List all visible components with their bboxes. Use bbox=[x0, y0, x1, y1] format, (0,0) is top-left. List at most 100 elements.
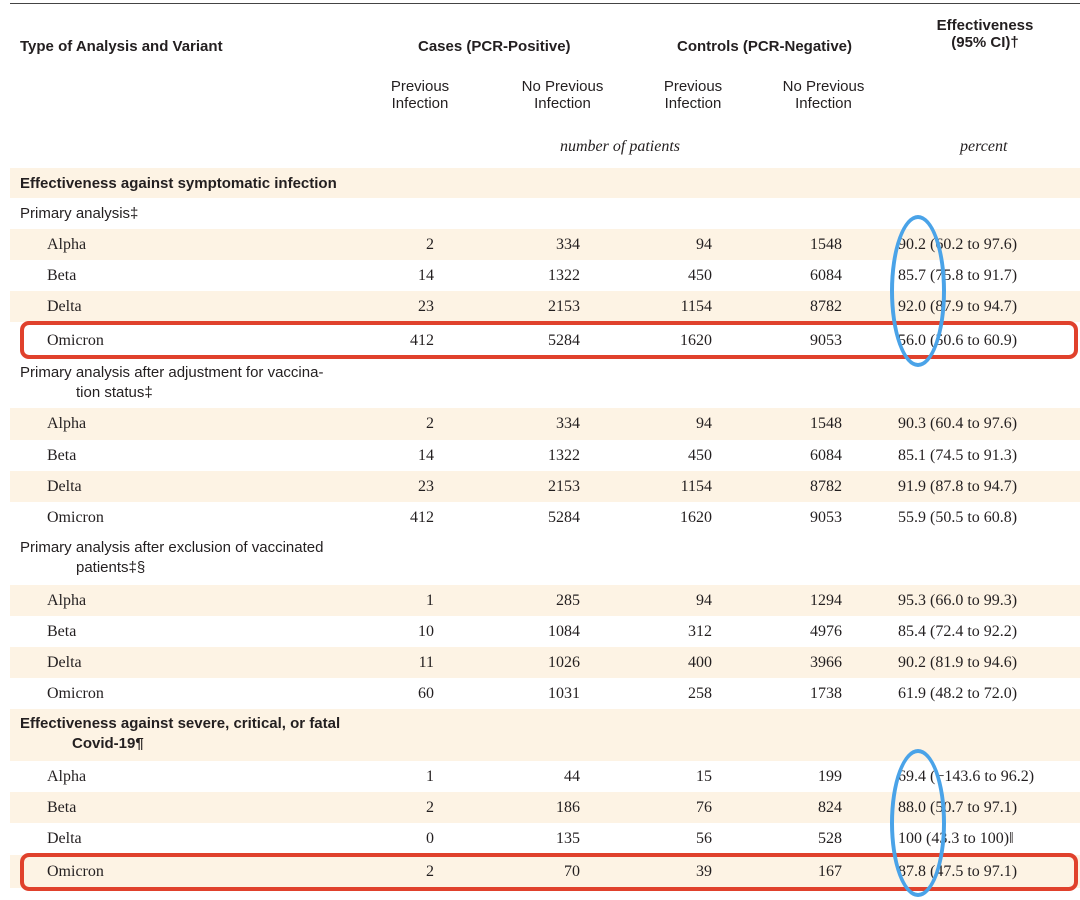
controls-previous-cell: 450 bbox=[688, 446, 712, 464]
controls-previous-cell: 39 bbox=[696, 862, 712, 880]
variant-cell: Beta bbox=[47, 798, 77, 816]
effectiveness-highlight-ring bbox=[890, 215, 946, 367]
variant-cell: Delta bbox=[47, 829, 82, 847]
cases-previous-cell: 2 bbox=[426, 415, 434, 432]
subheader-text: No Previous bbox=[782, 78, 865, 95]
subsection-title: Primary analysis after adjustment for va… bbox=[20, 363, 323, 403]
cases-previous-cell: 23 bbox=[418, 477, 434, 495]
subsection-adjustment: Primary analysis after adjustment for va… bbox=[10, 358, 1080, 408]
cases-no-previous-cell: 334 bbox=[556, 235, 580, 253]
effectiveness-cell: 85.4 (72.4 to 92.2) bbox=[898, 622, 1018, 640]
effectiveness-table: Type of Analysis and Variant Cases (PCR-… bbox=[10, 3, 1080, 900]
section-heading-symptomatic: Effectiveness against symptomatic infect… bbox=[10, 168, 1080, 198]
variant-cell: Omicron bbox=[47, 862, 104, 880]
controls-previous-cell: 1154 bbox=[680, 477, 712, 495]
section-title-line2: Covid-19¶ bbox=[72, 735, 144, 752]
cases-no-previous-cell: 1322 bbox=[548, 266, 580, 284]
controls-no-previous-cell: 8782 bbox=[810, 297, 842, 315]
controls-no-previous-cell: 1738 bbox=[810, 684, 842, 702]
header-effectiveness-line2: (95% CI)† bbox=[951, 34, 1019, 51]
effectiveness-cell: 90.2 (81.9 to 94.6) bbox=[898, 653, 1018, 671]
table-row: Beta 14 1322 450 6084 85.1 (74.5 to 91.3… bbox=[10, 440, 1080, 471]
subheader-text: No Previous bbox=[521, 78, 604, 95]
section-heading-severe: Effectiveness against severe, critical, … bbox=[10, 709, 1080, 761]
cases-no-previous-cell: 44 bbox=[564, 767, 580, 785]
subheader-text: Infection bbox=[391, 95, 449, 112]
header-cases: Cases (PCR-Positive) bbox=[418, 38, 571, 55]
subheader-cases-no-previous: No Previous Infection bbox=[505, 78, 620, 112]
cases-no-previous-cell: 1026 bbox=[548, 653, 580, 671]
subheader-cases-previous: Previous Infection bbox=[375, 78, 465, 112]
cases-previous-cell: 412 bbox=[410, 508, 434, 526]
cases-previous-cell: 412 bbox=[410, 331, 434, 349]
controls-no-previous-cell: 824 bbox=[818, 798, 842, 816]
variant-cell: Alpha bbox=[47, 591, 87, 609]
controls-previous-cell: 1620 bbox=[680, 331, 712, 349]
table-row: Beta 10 1084 312 4976 85.4 (72.4 to 92.2… bbox=[10, 616, 1080, 647]
controls-previous-cell: 450 bbox=[688, 266, 712, 284]
controls-no-previous-cell: 528 bbox=[818, 829, 842, 847]
cases-no-previous-cell: 135 bbox=[556, 829, 580, 847]
table-row: Delta 11 1026 400 3966 90.2 (81.9 to 94.… bbox=[10, 647, 1080, 678]
cases-previous-cell: 14 bbox=[418, 266, 434, 284]
table-row: Delta 23 2153 1154 8782 91.9 (87.8 to 94… bbox=[10, 471, 1080, 502]
section-title-line1: Effectiveness against severe, critical, … bbox=[20, 715, 341, 732]
variant-cell: Delta bbox=[47, 477, 82, 495]
controls-previous-cell: 1154 bbox=[680, 297, 712, 315]
variant-cell: Beta bbox=[47, 622, 77, 640]
controls-previous-cell: 76 bbox=[696, 798, 712, 816]
cases-no-previous-cell: 1322 bbox=[548, 446, 580, 464]
controls-previous-cell: 94 bbox=[696, 235, 712, 253]
variant-cell: Omicron bbox=[47, 331, 104, 349]
cases-previous-cell: 0 bbox=[426, 829, 434, 847]
controls-no-previous-cell: 9053 bbox=[810, 508, 842, 526]
subheader-text: Infection bbox=[534, 95, 591, 112]
controls-no-previous-cell: 6084 bbox=[810, 266, 842, 284]
omicron-severe-highlight-box bbox=[20, 853, 1078, 891]
subsection-title-line1: Primary analysis after adjustment for va… bbox=[20, 364, 324, 381]
cases-no-previous-cell: 5284 bbox=[548, 508, 580, 526]
subsection-title-line2: patients‡§ bbox=[76, 559, 146, 576]
cases-previous-cell: 14 bbox=[418, 446, 434, 464]
subheader-controls-no-previous: No Previous Infection bbox=[766, 78, 881, 112]
subheader-text: Previous bbox=[390, 78, 450, 95]
subheader-text: Infection bbox=[795, 95, 852, 112]
cases-no-previous-cell: 186 bbox=[556, 798, 580, 816]
cases-previous-cell: 11 bbox=[418, 653, 434, 671]
variant-cell: Alpha bbox=[47, 415, 87, 432]
omicron-highlight-box bbox=[20, 321, 1078, 359]
subsection-primary: Primary analysis‡ bbox=[10, 198, 1080, 228]
controls-previous-cell: 94 bbox=[696, 591, 712, 609]
controls-previous-cell: 56 bbox=[696, 829, 712, 847]
subsection-title: Primary analysis after exclusion of vacc… bbox=[20, 538, 323, 578]
cases-previous-cell: 60 bbox=[418, 684, 434, 702]
cases-previous-cell: 2 bbox=[426, 798, 434, 816]
effectiveness-cell: 91.9 (87.8 to 94.7) bbox=[898, 477, 1018, 495]
effectiveness-severe-highlight-ring bbox=[890, 749, 946, 897]
cases-previous-cell: 23 bbox=[418, 297, 434, 315]
cases-no-previous-cell: 5284 bbox=[548, 331, 580, 349]
effectiveness-cell: 55.9 (50.5 to 60.8) bbox=[898, 508, 1018, 526]
controls-no-previous-cell: 6084 bbox=[810, 446, 842, 464]
subsection-exclusion: Primary analysis after exclusion of vacc… bbox=[10, 533, 1080, 585]
variant-cell: Delta bbox=[47, 653, 82, 671]
effectiveness-cell: 61.9 (48.2 to 72.0) bbox=[898, 684, 1018, 702]
controls-no-previous-cell: 1548 bbox=[810, 415, 842, 432]
subsection-title: Primary analysis‡ bbox=[20, 204, 139, 222]
controls-no-previous-cell: 167 bbox=[818, 862, 842, 880]
controls-no-previous-cell: 3966 bbox=[810, 653, 842, 671]
controls-no-previous-cell: 1294 bbox=[810, 591, 842, 609]
cases-no-previous-cell: 70 bbox=[564, 862, 580, 880]
cases-previous-cell: 2 bbox=[426, 235, 434, 253]
section-title: Effectiveness against symptomatic infect… bbox=[20, 174, 337, 192]
cases-previous-cell: 1 bbox=[426, 591, 434, 609]
unit-number-of-patients: number of patients bbox=[560, 138, 680, 155]
header-effectiveness: Effectiveness (95% CI)† bbox=[910, 17, 1060, 51]
controls-no-previous-cell: 199 bbox=[818, 767, 842, 785]
effectiveness-cell: 90.3 (60.4 to 97.6) bbox=[898, 415, 1018, 432]
controls-previous-cell: 1620 bbox=[680, 508, 712, 526]
cases-previous-cell: 10 bbox=[418, 622, 434, 640]
table-row: Alpha 2 334 94 1548 90.3 (60.4 to 97.6) bbox=[10, 408, 1080, 440]
cases-no-previous-cell: 1084 bbox=[548, 622, 580, 640]
cases-no-previous-cell: 1031 bbox=[548, 684, 580, 702]
